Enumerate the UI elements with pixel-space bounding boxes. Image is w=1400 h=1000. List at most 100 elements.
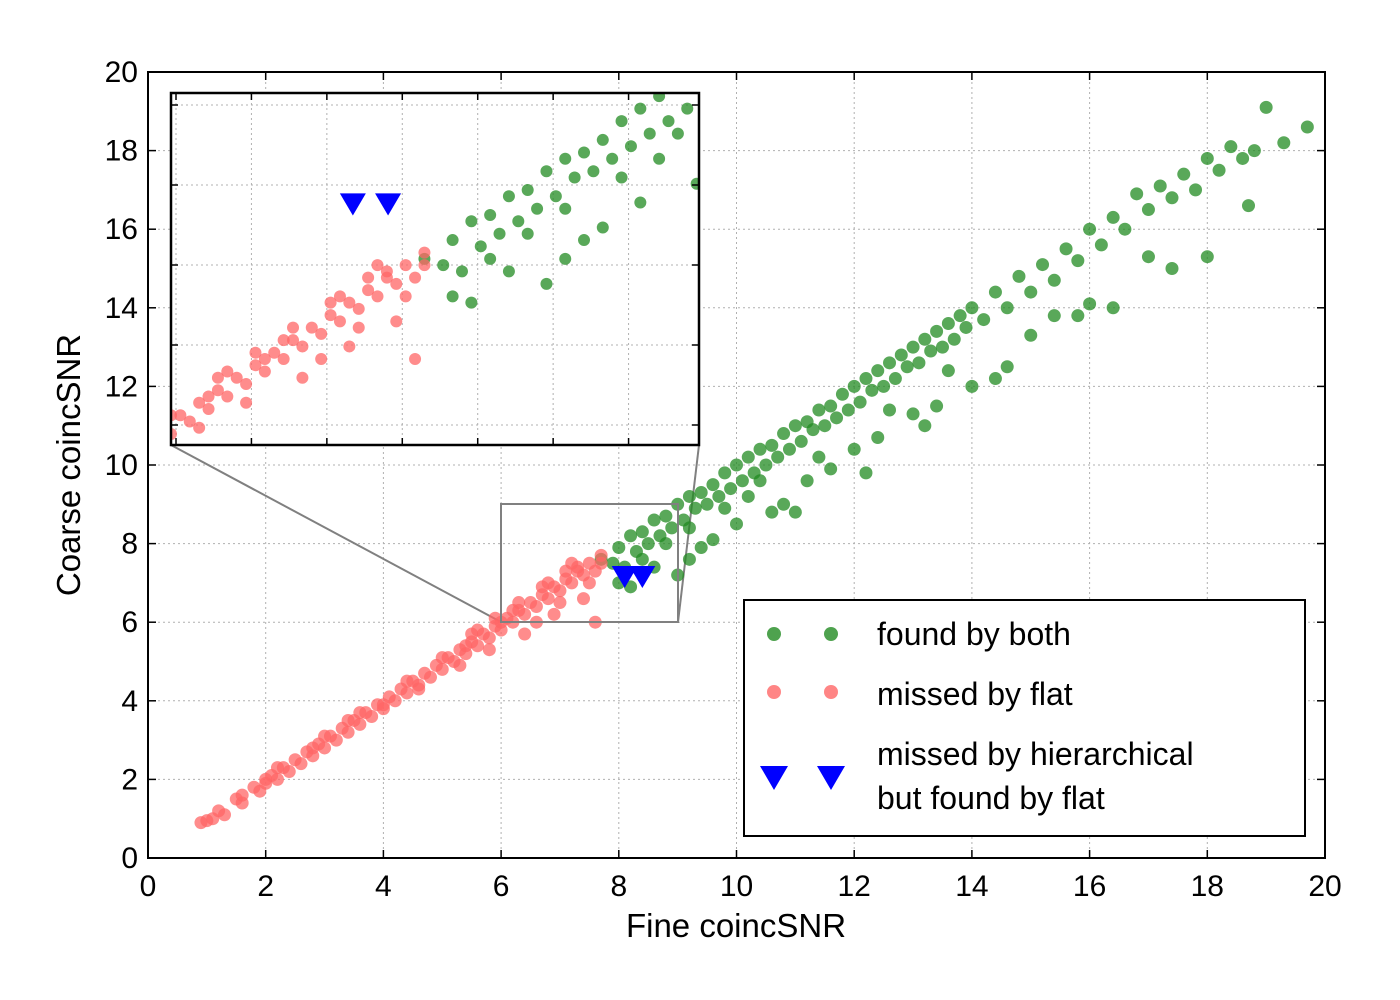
point-found-both-81 [1189, 183, 1203, 197]
point-missed-flat-90 [341, 713, 355, 727]
point-found-both-7 [641, 537, 655, 551]
inset-point-found-both-25 [662, 115, 675, 128]
point-found-both-91 [800, 474, 814, 488]
point-found-both-44 [859, 372, 873, 386]
point-found-both-29 [771, 450, 785, 464]
point-missed-flat-97 [488, 611, 502, 625]
inset-point-found-both-103 [709, 165, 721, 177]
point-found-both-22 [730, 458, 743, 472]
point-found-both-50 [894, 348, 908, 362]
point-missed-flat-78 [576, 592, 590, 606]
zoom-connector-lines [170, 444, 700, 623]
point-found-both-109 [1165, 262, 1179, 275]
inset-point-found-both-114 [653, 152, 666, 165]
inset-point-found-both-105 [860, 59, 872, 71]
point-found-both-52 [906, 340, 920, 354]
point-missed-flat-33 [400, 686, 414, 700]
inset-point-missed-flat-99 [418, 246, 431, 259]
point-missed-flat-57 [541, 592, 555, 606]
point-found-both-123 [682, 521, 696, 535]
point-found-both-57 [935, 340, 949, 354]
point-found-both-72 [1083, 222, 1097, 236]
point-found-both-16 [694, 486, 708, 500]
inset-point-found-both-121 [484, 252, 497, 265]
point-found-both-87 [1259, 100, 1273, 114]
legend-frame [743, 599, 1306, 837]
point-found-both-15 [688, 501, 702, 515]
point-missed-flat-84 [582, 576, 596, 590]
inset-point-missed-flat-60 [362, 284, 375, 297]
inset-point-found-both-8 [502, 190, 515, 203]
inset-point-found-both-40 [803, 0, 815, 2]
point-missed-flat-27 [365, 710, 379, 724]
inset-point-missed-flat-94 [324, 296, 337, 309]
point-found-both-36 [812, 403, 826, 417]
inset-point-missed-flat-40 [174, 409, 187, 422]
point-missed-flat-67 [270, 761, 284, 775]
inset-point-found-both-100 [540, 277, 553, 290]
point-found-both-37 [818, 419, 832, 433]
point-found-both-79 [1165, 191, 1179, 205]
inset-point-found-both-104 [785, 109, 797, 121]
point-found-both-49 [888, 372, 902, 386]
point-found-both-121 [635, 552, 649, 566]
x-tick-label-7: 14 [955, 870, 988, 903]
inset-point-missed-flat-51 [277, 352, 290, 365]
inset-point-found-both-43 [831, 3, 843, 15]
inset-point-missed-flat-46 [230, 371, 243, 384]
inset-point-found-both-31 [719, 78, 731, 90]
point-found-both-2 [612, 541, 626, 555]
y-axis-ticks: 0 2 4 6 8 10 12 14 16 18 20 [105, 56, 1325, 875]
inset-point-found-both-113 [596, 221, 609, 234]
point-found-both-90 [765, 505, 779, 519]
point-missed-flat-92 [259, 776, 273, 790]
point-missed-flat-87 [459, 639, 473, 653]
inset-point-found-both-111 [502, 265, 515, 278]
x-tick-label-3: 6 [493, 870, 510, 903]
point-found-both-94 [965, 379, 979, 393]
point-found-both-89 [1300, 120, 1314, 134]
zoom-region-box [500, 503, 679, 623]
point-found-both-41 [841, 403, 855, 417]
inset-point-missed-flat-43 [202, 403, 215, 416]
point-found-both-77 [1141, 203, 1155, 217]
point-found-both-38 [824, 399, 838, 413]
y-tick-label-4: 8 [121, 528, 138, 561]
point-missed-hier-1 [629, 565, 656, 589]
point-missed-hier-0 [611, 565, 638, 589]
inset-point-found-both-30 [709, 53, 721, 65]
point-found-both-127 [883, 403, 897, 417]
inset-point-found-both-122 [521, 227, 534, 240]
point-found-both-102 [730, 517, 743, 531]
inset-point-missed-flat-21 [0, 541, 8, 553]
legend-marker-found-both-1 [767, 627, 781, 641]
x-tick-label-0: 0 [140, 870, 157, 903]
point-found-both-80 [1177, 167, 1191, 181]
point-found-both-6 [635, 525, 649, 539]
legend-label-missed-hier-line1: missed by hierarchical [877, 736, 1194, 772]
inset-point-missed-flat-88 [258, 352, 271, 365]
legend: found by both missed by flat missed by h… [743, 599, 1306, 837]
point-found-both-113 [706, 533, 720, 547]
inset-point-found-both-32 [728, 40, 740, 52]
inset-point-found-both-126 [766, 90, 778, 102]
x-tick-label-9: 18 [1191, 870, 1224, 903]
inset-point-missed-flat-48 [249, 359, 262, 372]
point-found-both-55 [924, 344, 938, 358]
inset-point-missed-hier-1 [375, 193, 402, 216]
point-missed-flat-81 [482, 643, 496, 657]
point-missed-flat-25 [353, 717, 367, 731]
x-axis-title: Fine coincSNR [626, 907, 846, 944]
point-found-both-118 [988, 372, 1002, 386]
inset-point-missed-flat-58 [343, 296, 356, 309]
y-tick-label-3: 6 [121, 606, 138, 639]
inset-point-found-both-4 [465, 215, 478, 228]
point-found-both-75 [1118, 222, 1132, 236]
point-found-both-119 [1106, 301, 1120, 315]
point-found-both-59 [947, 332, 961, 346]
inset-background [171, 93, 699, 445]
legend-label-missed-flat: missed by flat [877, 676, 1073, 712]
point-found-both-35 [806, 423, 820, 437]
inset-point-found-both-21 [624, 140, 637, 153]
point-missed-flat-95 [559, 564, 573, 578]
